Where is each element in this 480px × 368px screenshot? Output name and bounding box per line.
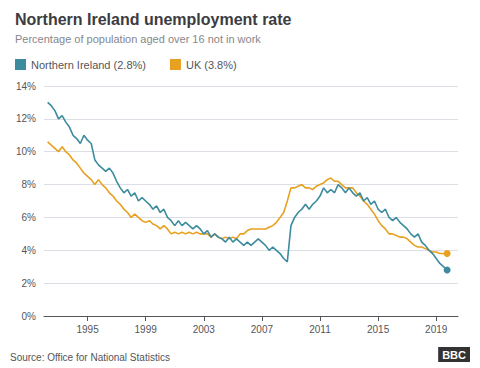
svg-text:Percentage of population aged: Percentage of population aged over 16 no… (15, 33, 261, 45)
svg-text:1999: 1999 (135, 324, 158, 335)
svg-text:12%: 12% (16, 113, 36, 124)
svg-text:2015: 2015 (367, 324, 390, 335)
svg-text:4%: 4% (22, 245, 37, 256)
svg-text:2019: 2019 (425, 324, 448, 335)
svg-text:Source: Office for National St: Source: Office for National Statistics (10, 352, 170, 363)
svg-text:2011: 2011 (309, 324, 331, 335)
svg-text:1995: 1995 (76, 324, 99, 335)
svg-text:2%: 2% (22, 278, 37, 289)
svg-text:2007: 2007 (251, 324, 274, 335)
svg-text:Northern Ireland (2.8%): Northern Ireland (2.8%) (31, 59, 146, 71)
svg-text:8%: 8% (22, 179, 37, 190)
svg-text:UK (3.8%): UK (3.8%) (186, 59, 237, 71)
svg-text:14%: 14% (16, 81, 36, 92)
svg-text:6%: 6% (22, 212, 37, 223)
svg-text:0%: 0% (22, 311, 37, 322)
svg-text:10%: 10% (16, 146, 36, 157)
svg-text:Northern Ireland unemployment: Northern Ireland unemployment rate (15, 11, 292, 28)
svg-text:2003: 2003 (193, 324, 216, 335)
svg-text:BBC: BBC (442, 349, 466, 361)
